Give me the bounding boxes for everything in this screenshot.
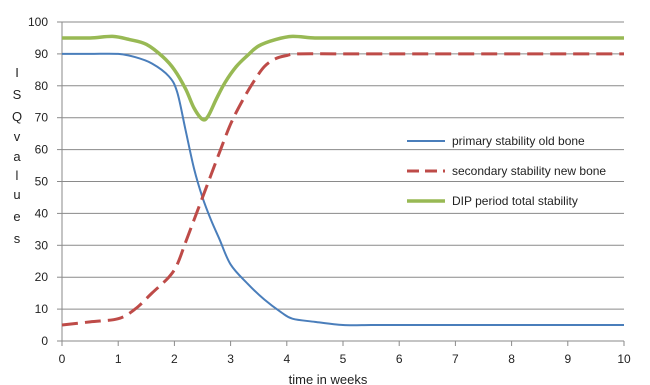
y-tick-label: 40 [35,206,49,220]
y-axis-title-letter: e [13,209,20,224]
x-tick-label: 6 [396,352,403,366]
y-axis-title-letter: l [16,168,19,183]
y-tick-label: 20 [35,270,49,284]
y-tick-label: 0 [41,334,48,348]
series-lines [61,34,624,327]
x-tick-label: 4 [283,352,290,366]
axes [57,21,625,346]
x-tick-label: 8 [508,352,515,366]
primary-stability-line [62,52,624,327]
legend-label: secondary stability new bone [452,164,606,178]
gridlines [62,21,624,310]
tick-labels: 0 10 20 30 40 50 60 70 80 90 100 0 1 2 3 4 5 6 7 8 9 10 [28,15,631,366]
legend-dip-period: DIP period total stability [407,194,578,208]
x-tick-label: 9 [564,352,571,366]
y-tick-label: 100 [28,15,48,29]
x-tick-label: 1 [115,352,122,366]
y-axis-title-letter: a [13,149,21,164]
legend-label: primary stability old bone [452,134,585,148]
x-tick-label: 5 [340,352,347,366]
legend-secondary-stability: secondary stability new bone [407,164,606,178]
y-axis-title-letter: s [14,231,21,246]
legend-primary-stability: primary stability old bone [407,134,585,148]
x-tick-label: 0 [59,352,66,366]
x-tick-label: 2 [171,352,178,366]
y-tick-label: 90 [35,47,49,61]
x-tick-label: 7 [452,352,459,366]
x-tick-label: 3 [227,352,234,366]
legend: primary stability old bone secondary stab… [407,134,606,208]
secondary-stability-line [61,52,624,327]
y-tick-label: 30 [35,238,49,252]
y-axis-title-letter: v [14,129,21,144]
legend-label: DIP period total stability [452,194,578,208]
y-axis-title-letter: S [13,87,22,102]
y-tick-label: 60 [35,143,49,157]
y-axis-title-letter: u [13,187,20,202]
y-tick-label: 50 [35,175,49,189]
y-tick-label: 80 [35,79,49,93]
dip-period-line [61,34,624,122]
y-axis-title-letter: Q [12,109,22,124]
y-axis-title-letter: I [15,65,19,80]
x-tick-label: 10 [617,352,631,366]
y-tick-label: 10 [35,302,49,316]
x-axis-title: time in weeks [289,372,368,385]
y-tick-label: 70 [35,111,49,125]
